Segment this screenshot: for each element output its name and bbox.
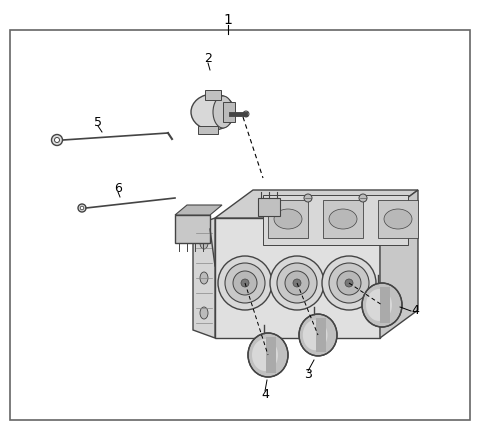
Ellipse shape xyxy=(200,272,208,284)
Text: 6: 6 xyxy=(114,181,122,194)
Text: 5: 5 xyxy=(94,116,102,128)
Bar xyxy=(258,198,280,216)
Ellipse shape xyxy=(213,96,233,128)
Circle shape xyxy=(80,206,84,210)
Ellipse shape xyxy=(362,283,402,327)
Polygon shape xyxy=(193,218,215,338)
Circle shape xyxy=(51,134,62,146)
Polygon shape xyxy=(316,318,325,352)
Bar xyxy=(378,200,418,238)
Bar xyxy=(323,200,363,238)
Text: 4: 4 xyxy=(411,303,419,316)
Bar xyxy=(268,200,308,238)
Ellipse shape xyxy=(366,289,392,321)
Circle shape xyxy=(233,271,257,295)
Text: 3: 3 xyxy=(304,369,312,381)
Circle shape xyxy=(329,263,369,303)
Ellipse shape xyxy=(200,307,208,319)
Circle shape xyxy=(270,256,324,310)
Ellipse shape xyxy=(252,339,278,371)
Polygon shape xyxy=(198,126,218,134)
Text: 4: 4 xyxy=(261,389,269,401)
Ellipse shape xyxy=(274,209,302,229)
Polygon shape xyxy=(380,287,390,323)
Polygon shape xyxy=(215,218,380,338)
Circle shape xyxy=(293,279,301,287)
Ellipse shape xyxy=(248,333,288,377)
Circle shape xyxy=(55,137,60,143)
Circle shape xyxy=(359,194,367,202)
Circle shape xyxy=(322,256,376,310)
Circle shape xyxy=(277,263,317,303)
Circle shape xyxy=(304,194,312,202)
Circle shape xyxy=(218,256,272,310)
Circle shape xyxy=(243,111,249,117)
Polygon shape xyxy=(215,190,418,218)
Ellipse shape xyxy=(191,94,235,130)
Ellipse shape xyxy=(384,209,412,229)
Text: 2: 2 xyxy=(204,51,212,65)
Circle shape xyxy=(241,279,249,287)
Ellipse shape xyxy=(303,320,327,350)
Circle shape xyxy=(78,204,86,212)
Polygon shape xyxy=(223,102,235,122)
Ellipse shape xyxy=(200,237,208,249)
Circle shape xyxy=(285,271,309,295)
Text: 1: 1 xyxy=(224,13,232,27)
Circle shape xyxy=(337,271,361,295)
Polygon shape xyxy=(263,195,408,245)
Polygon shape xyxy=(175,205,222,215)
Bar xyxy=(205,90,221,100)
Ellipse shape xyxy=(299,314,337,356)
Circle shape xyxy=(345,279,353,287)
Polygon shape xyxy=(266,337,276,373)
Circle shape xyxy=(225,263,265,303)
Polygon shape xyxy=(380,190,418,338)
Bar xyxy=(175,215,210,243)
Ellipse shape xyxy=(329,209,357,229)
